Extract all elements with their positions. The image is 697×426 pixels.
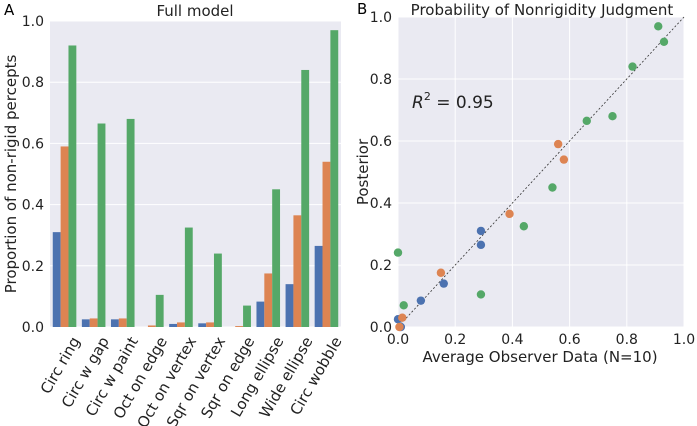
- bar-chart-y-tick: 0.8: [22, 75, 44, 91]
- scatter-point: [519, 222, 529, 231]
- scatter-chart-x-label: Average Observer Data (N=10): [422, 348, 657, 366]
- scatter-point: [436, 268, 446, 277]
- scatter-point: [505, 209, 514, 219]
- r-squared-annotation: R2 = 0.95: [412, 90, 494, 113]
- scatter-point: [476, 290, 486, 299]
- bar: [235, 326, 244, 327]
- bar: [256, 301, 265, 327]
- scatter-chart-x-tick: 0.6: [558, 332, 580, 348]
- scatter-point: [399, 301, 408, 310]
- panel-b-label: B: [357, 0, 367, 18]
- scatter-point: [416, 296, 426, 305]
- bar-chart-y-label: Proportion of non-rigid percepts: [2, 55, 20, 294]
- bar: [169, 323, 178, 327]
- bar-chart-y-tick: 0.4: [22, 198, 44, 214]
- scatter-point: [476, 240, 486, 250]
- scatter-chart-y-tick: 0.0: [370, 320, 392, 336]
- bar: [264, 273, 273, 327]
- scatter-chart-y-tick: 1.0: [370, 10, 392, 26]
- scatter-chart-plot-area: [398, 17, 684, 327]
- bar: [322, 161, 331, 327]
- bar: [60, 146, 69, 327]
- scatter-chart-y-tick: 0.4: [370, 196, 392, 212]
- scatter-chart-x-tick: 1.0: [673, 332, 695, 348]
- scatter-chart-y-ticks: 0.0 0.2 0.4 0.6 0.8 1.0: [370, 10, 392, 336]
- scatter-chart-x-tick: 0.8: [616, 332, 638, 348]
- scatter-chart-title: Probability of Nonrigidity Judgment: [411, 1, 674, 19]
- scatter-chart-gridlines: [397, 16, 685, 328]
- bar: [184, 227, 193, 327]
- bar: [147, 325, 156, 327]
- scatter-point: [393, 248, 403, 257]
- scatter-point: [582, 116, 591, 126]
- bar-chart-title: Full model: [156, 2, 233, 20]
- bar: [243, 305, 251, 327]
- bar: [97, 123, 106, 327]
- scatter-point: [476, 226, 486, 236]
- bar: [285, 284, 294, 327]
- scatter-chart-y-tick: 0.6: [370, 134, 392, 150]
- bar: [155, 294, 164, 327]
- bar: [272, 189, 281, 327]
- scatter-point: [654, 22, 663, 31]
- bar: [301, 69, 310, 328]
- scatter-chart: 0.0 0.2 0.4 0.6 0.8 1.0 0.0 0.2 0.4 0.6 0.8 1.0 Pr…: [354, 1, 695, 366]
- scatter-chart-y-tick: 0.8: [370, 72, 392, 88]
- scatter-point: [439, 279, 448, 288]
- r-squared-symbol: R: [412, 93, 424, 113]
- bar: [110, 319, 119, 327]
- scatter-point: [559, 155, 569, 164]
- bar: [126, 118, 135, 327]
- bar: [89, 318, 98, 327]
- bar: [81, 319, 90, 327]
- scatter-chart-x-tick: 0.4: [501, 332, 523, 348]
- bar-chart-y-tick: 0.6: [22, 136, 44, 152]
- bar-chart-y-tick: 0.0: [22, 320, 44, 336]
- scatter-point: [659, 37, 669, 46]
- bar: [330, 30, 339, 328]
- bar-chart-bars: [52, 30, 339, 328]
- bar: [118, 318, 127, 327]
- bar: [198, 323, 207, 327]
- scatter-chart-x-ticks: 0.0 0.2 0.4 0.6 0.8 1.0: [387, 332, 695, 348]
- r-squared-value: = 0.95: [431, 93, 494, 113]
- scatter-chart-x-tick: 0.0: [387, 332, 409, 348]
- bar-chart-y-tick: 0.2: [22, 259, 44, 275]
- bar: [213, 253, 222, 327]
- panel-a-label: A: [4, 1, 15, 19]
- scatter-point: [628, 62, 637, 71]
- bar-chart-y-tick: 1.0: [22, 14, 44, 30]
- scatter-chart-y-tick: 0.2: [370, 258, 392, 274]
- bar: [68, 45, 77, 327]
- scatter-point: [395, 322, 404, 332]
- bar: [177, 322, 185, 327]
- bar-chart-y-ticks: 0.0 0.2 0.4 0.6 0.8 1.0: [22, 14, 44, 336]
- scatter-point: [548, 183, 557, 192]
- scatter-chart-x-tick: 0.2: [444, 332, 466, 348]
- bar: [293, 215, 302, 327]
- scatter-chart-points: [393, 22, 669, 332]
- scatter-chart-y-label: Posterior: [354, 138, 372, 205]
- scatter-point: [398, 313, 407, 322]
- scatter-point: [553, 139, 563, 149]
- scatter-point: [608, 112, 617, 121]
- bar: [206, 322, 214, 327]
- r-squared-exponent: 2: [424, 90, 431, 103]
- bar: [52, 232, 61, 327]
- bar: [314, 245, 323, 327]
